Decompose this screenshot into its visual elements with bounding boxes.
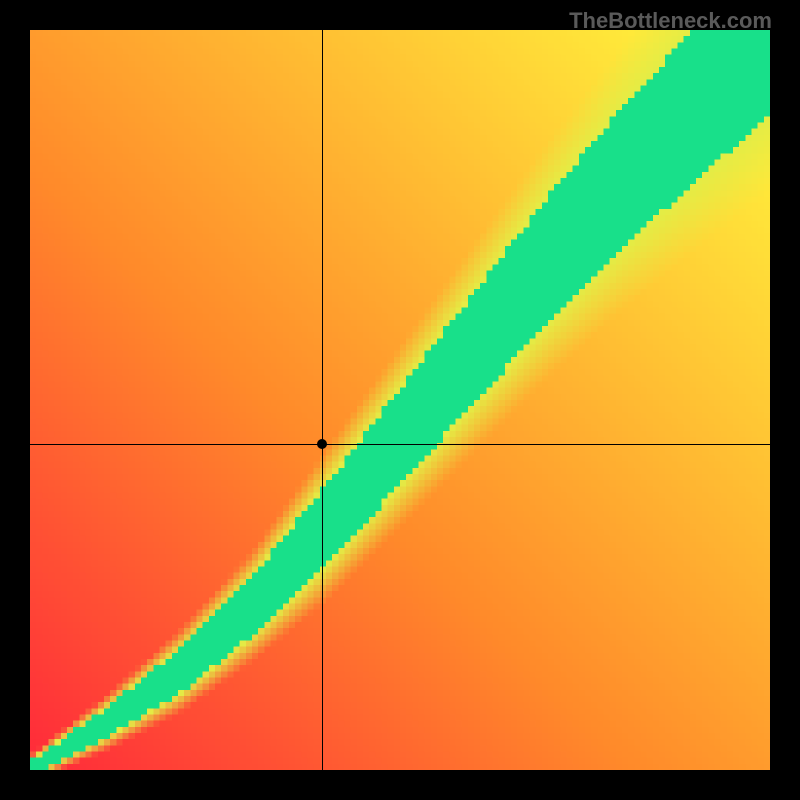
watermark-text: TheBottleneck.com: [569, 8, 772, 34]
crosshair-dot: [317, 439, 327, 449]
chart-container: TheBottleneck.com: [0, 0, 800, 800]
heatmap-plot: [30, 30, 770, 770]
heatmap-canvas: [30, 30, 770, 770]
